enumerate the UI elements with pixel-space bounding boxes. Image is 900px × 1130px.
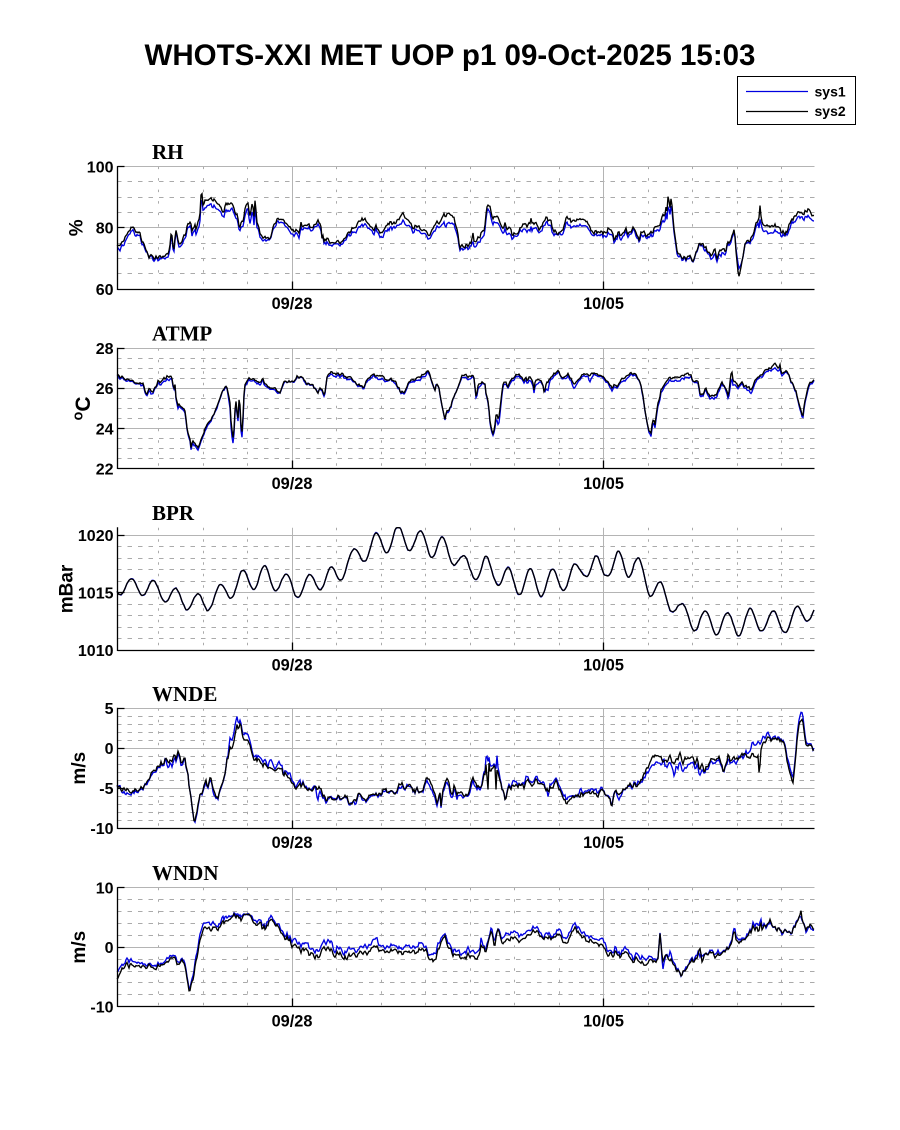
svg-text:100: 100: [87, 159, 114, 176]
svg-text:10/05: 10/05: [583, 295, 624, 313]
svg-text:26: 26: [96, 381, 114, 398]
svg-text:%: %: [66, 219, 87, 236]
svg-text:28: 28: [96, 341, 114, 358]
svg-text:-10: -10: [90, 1000, 113, 1017]
svg-text:WNDE: WNDE: [152, 682, 217, 706]
svg-text:1020: 1020: [78, 528, 114, 545]
svg-text:10/05: 10/05: [583, 834, 624, 852]
svg-text:1010: 1010: [78, 643, 114, 660]
svg-text:sys1: sys1: [815, 83, 846, 99]
svg-text:-5: -5: [99, 781, 113, 798]
svg-text:0: 0: [105, 940, 114, 957]
svg-text:m/s: m/s: [69, 752, 90, 785]
svg-text:RH: RH: [152, 140, 184, 164]
svg-text:m/s: m/s: [69, 931, 90, 964]
svg-text:mBar: mBar: [57, 564, 78, 613]
svg-text:10/05: 10/05: [583, 475, 624, 493]
svg-text:10/05: 10/05: [583, 1013, 624, 1031]
svg-text:WNDN: WNDN: [152, 861, 219, 885]
svg-text:-10: -10: [90, 821, 113, 838]
svg-text:5: 5: [105, 701, 114, 718]
svg-text:oC: oC: [71, 396, 96, 420]
svg-text:ATMP: ATMP: [152, 322, 212, 346]
svg-text:09/28: 09/28: [272, 656, 313, 674]
svg-text:BPR: BPR: [152, 501, 195, 525]
svg-text:09/28: 09/28: [272, 295, 313, 313]
svg-text:10/05: 10/05: [583, 656, 624, 674]
svg-text:09/28: 09/28: [272, 475, 313, 493]
svg-text:0: 0: [105, 741, 114, 758]
svg-text:09/28: 09/28: [272, 1013, 313, 1031]
svg-text:1015: 1015: [78, 586, 114, 603]
svg-text:24: 24: [96, 421, 114, 438]
svg-text:WHOTS-XXI MET UOP p1 09-Oct-20: WHOTS-XXI MET UOP p1 09-Oct-2025 15:03: [145, 39, 756, 72]
svg-text:10: 10: [96, 881, 114, 898]
svg-text:sys2: sys2: [815, 103, 846, 119]
svg-text:80: 80: [96, 221, 114, 238]
svg-text:22: 22: [96, 462, 114, 479]
svg-text:09/28: 09/28: [272, 834, 313, 852]
svg-text:60: 60: [96, 282, 114, 299]
